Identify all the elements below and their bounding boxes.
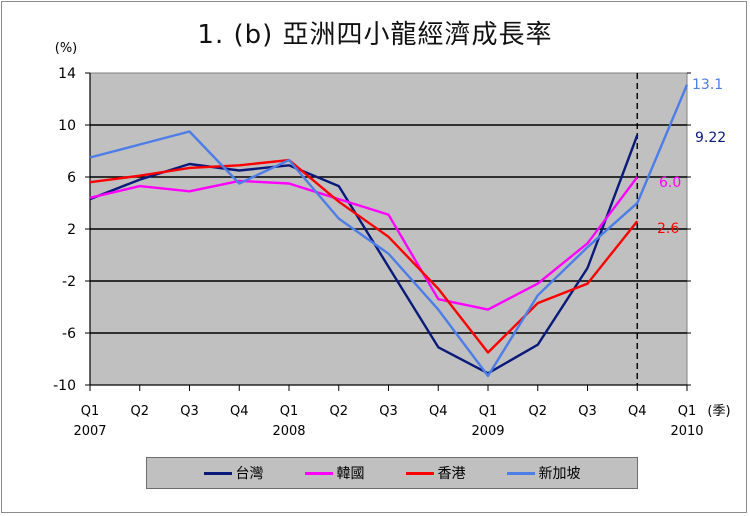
x-tick-label: Q1 bbox=[678, 404, 697, 419]
y-tick-label: 10 bbox=[58, 118, 76, 134]
series-line-0 bbox=[89, 134, 639, 375]
x-axis-unit: (季) bbox=[707, 404, 730, 419]
legend-item-taiwan: 台灣 bbox=[203, 463, 264, 483]
series-line-1 bbox=[89, 176, 639, 311]
x-year-label: 2009 bbox=[471, 424, 504, 439]
legend-item-hongkong: 香港 bbox=[405, 463, 466, 483]
x-year-label: 2008 bbox=[272, 424, 305, 439]
x-tick-label: Q3 bbox=[379, 404, 398, 419]
y-tick-label: -2 bbox=[62, 274, 76, 290]
y-tick-label: -10 bbox=[53, 378, 76, 394]
x-tick-label: Q4 bbox=[429, 404, 448, 419]
x-tick-label: Q2 bbox=[329, 404, 348, 419]
legend-swatch-taiwan bbox=[203, 471, 232, 475]
x-tick-label: Q2 bbox=[130, 404, 149, 419]
series-line-3 bbox=[89, 84, 689, 378]
series-line-2 bbox=[89, 158, 639, 354]
x-tick-label: Q2 bbox=[528, 404, 547, 419]
chart-legend: 台灣 韓國 香港 新加坡 bbox=[146, 457, 638, 489]
end-value-label: 2.6 bbox=[657, 221, 679, 237]
legend-label-taiwan: 台灣 bbox=[235, 466, 264, 482]
chart-title: 1. (b) 亞洲四小龍經濟成長率 bbox=[197, 20, 553, 50]
y-axis-unit: (%) bbox=[55, 41, 78, 56]
y-tick-label: 6 bbox=[67, 170, 76, 186]
end-value-label: 9.22 bbox=[695, 130, 726, 146]
legend-swatch-singapore bbox=[506, 471, 535, 475]
y-tick-label: -6 bbox=[62, 326, 76, 342]
x-tick-label: Q3 bbox=[180, 404, 199, 419]
x-tick-label: Q1 bbox=[280, 404, 299, 419]
x-tick-label: Q3 bbox=[578, 404, 597, 419]
x-tick-label: Q4 bbox=[230, 404, 249, 419]
legend-label-singapore: 新加坡 bbox=[538, 466, 581, 482]
legend-item-singapore: 新加坡 bbox=[506, 463, 581, 483]
x-tick-label: Q1 bbox=[81, 404, 100, 419]
end-value-label: 6.0 bbox=[659, 175, 681, 191]
x-year-label: 2007 bbox=[73, 424, 106, 439]
legend-swatch-korea bbox=[304, 471, 333, 475]
legend-label-hongkong: 香港 bbox=[437, 466, 466, 482]
legend-label-korea: 韓國 bbox=[336, 466, 365, 482]
x-year-label: 2010 bbox=[670, 424, 703, 439]
legend-swatch-hongkong bbox=[405, 471, 434, 475]
y-tick-label: 2 bbox=[67, 222, 76, 238]
end-value-label: 13.1 bbox=[692, 77, 723, 93]
x-tick-label: Q4 bbox=[628, 404, 647, 419]
x-tick-label: Q1 bbox=[479, 404, 498, 419]
legend-item-korea: 韓國 bbox=[304, 463, 365, 483]
y-tick-label: 14 bbox=[58, 66, 76, 82]
